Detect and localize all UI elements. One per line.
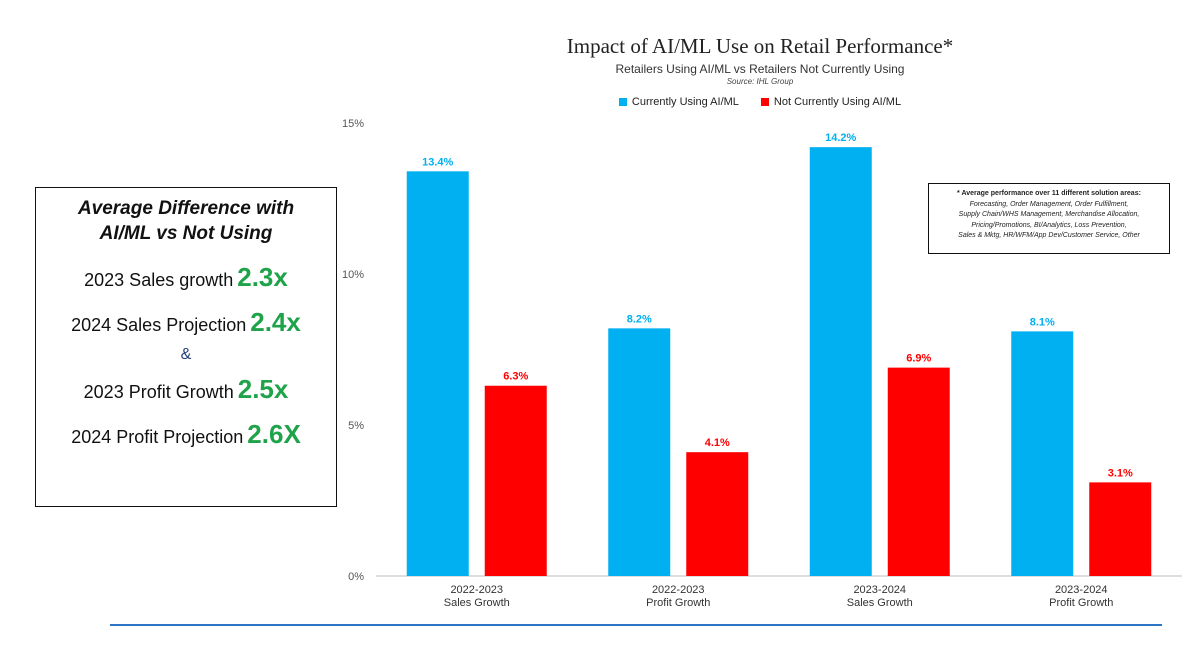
bar — [608, 328, 671, 576]
summary-row-2024-sales: 2024 Sales Projection 2.4x — [36, 307, 336, 338]
x-tick-label: 2023-2024 — [853, 584, 906, 596]
note-heading: * Average performance over 11 different … — [957, 190, 1141, 197]
summary-row-label: 2023 Sales growth — [84, 270, 234, 290]
summary-ampersand: & — [180, 346, 192, 363]
data-label: 4.1% — [705, 437, 730, 449]
summary-heading-line1: Average Difference with — [77, 198, 295, 219]
summary-row-multiplier: 2.4x — [250, 307, 301, 337]
chart-subtitle: Retailers Using AI/ML vs Retailers Not C… — [615, 62, 905, 76]
bar — [484, 385, 547, 576]
data-label: 6.9% — [906, 353, 931, 365]
x-tick-label: Profit Growth — [1049, 597, 1113, 609]
x-tick-label: Sales Growth — [847, 597, 913, 609]
bar — [809, 147, 872, 576]
solution-areas-note: * Average performance over 11 different … — [928, 183, 1170, 254]
summary-row-multiplier: 2.5x — [237, 374, 289, 404]
summary-row-2023-sales: 2023 Sales growth 2.3x — [36, 262, 336, 293]
summary-heading: Average Difference with AI/ML vs Not Usi… — [36, 196, 336, 246]
y-tick-label: 0% — [348, 571, 364, 583]
summary-row-multiplier: 2.3x — [237, 262, 288, 292]
bar — [406, 171, 469, 576]
legend-item-using: Currently Using AI/ML — [618, 96, 739, 108]
legend-swatch-not-using — [760, 98, 769, 106]
bar — [1089, 482, 1152, 576]
chart-legend: Currently Using AI/ML Not Currently Usin… — [420, 96, 1100, 108]
bar — [686, 452, 749, 576]
summary-row-label: 2024 Profit Projection — [71, 427, 244, 447]
note-line: Forecasting, Order Management, Order Ful… — [969, 200, 1129, 208]
average-difference-box: Average Difference with AI/ML vs Not Usi… — [35, 187, 337, 507]
x-tick-label: Sales Growth — [444, 597, 510, 609]
data-label: 8.2% — [627, 313, 652, 325]
summary-row-label: 2023 Profit Growth — [83, 382, 234, 402]
summary-row-multiplier: 2.6X — [247, 419, 301, 449]
summary-heading-line2: AI/ML vs Not Using — [99, 223, 273, 244]
summary-row-2024-profit: 2024 Profit Projection 2.6X — [36, 419, 336, 450]
data-label: 14.2% — [825, 132, 856, 144]
x-tick-label: Profit Growth — [646, 597, 710, 609]
note-line: Pricing/Promotions, BI/Analytics, Loss P… — [971, 221, 1127, 229]
data-label: 6.3% — [503, 371, 528, 383]
legend-label-not-using: Not Currently Using AI/ML — [773, 96, 902, 108]
bar — [1011, 331, 1074, 576]
x-tick-label: 2022-2023 — [652, 584, 705, 596]
summary-row-label: 2024 Sales Projection — [71, 315, 247, 335]
note-line: Sales & Mktg, HR/WFM/App Dev/Customer Se… — [958, 232, 1140, 239]
chart-source: Source: IHL Group — [726, 77, 794, 86]
y-tick-label: 15% — [342, 118, 364, 130]
data-label: 13.4% — [422, 156, 453, 168]
bottom-rule — [110, 624, 1162, 626]
legend-label-using: Currently Using AI/ML — [631, 96, 739, 108]
chart-title: Impact of AI/ML Use on Retail Performanc… — [566, 34, 954, 58]
note-line: Supply Chain/WHS Management, Merchandise… — [958, 211, 1140, 218]
y-tick-label: 5% — [348, 420, 364, 432]
legend-item-not-using: Not Currently Using AI/ML — [760, 96, 902, 108]
bar — [887, 367, 950, 576]
legend-swatch-using — [618, 98, 627, 106]
data-label: 8.1% — [1030, 316, 1055, 328]
x-tick-label: 2023-2024 — [1055, 584, 1108, 596]
x-tick-label: 2022-2023 — [450, 584, 503, 596]
data-label: 3.1% — [1108, 467, 1133, 479]
y-tick-label: 10% — [342, 269, 364, 281]
summary-row-2023-profit: 2023 Profit Growth 2.5x — [36, 374, 336, 405]
